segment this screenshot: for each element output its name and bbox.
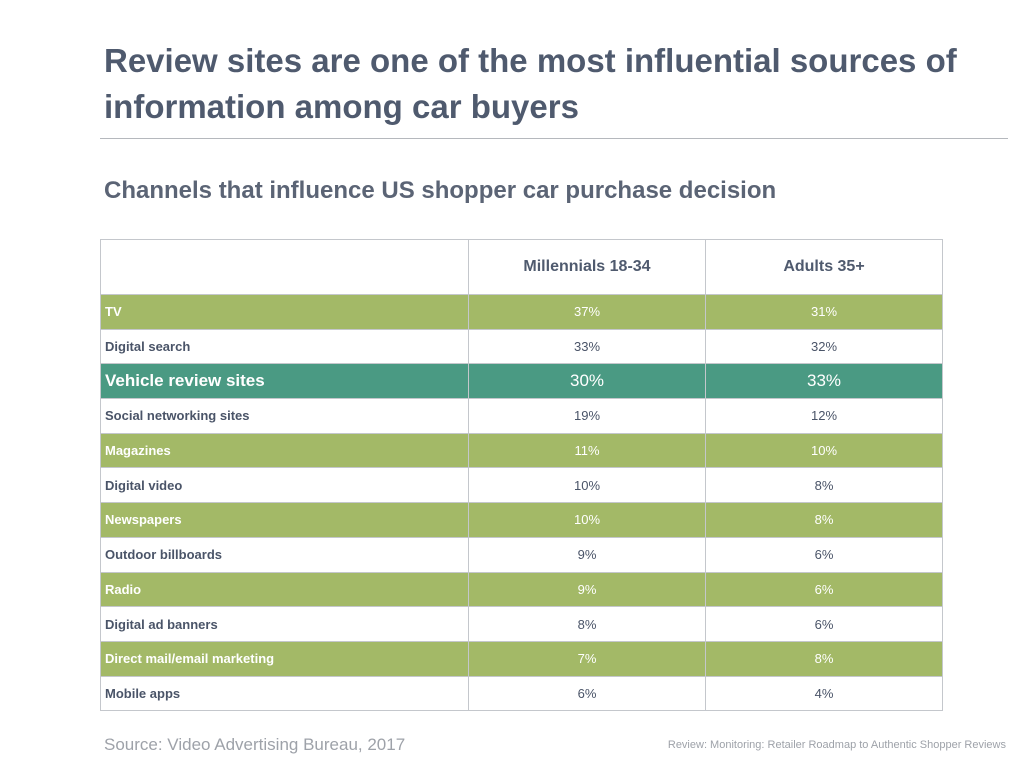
adults-value: 10% (705, 432, 943, 469)
millennials-value: 37% (468, 294, 706, 330)
channel-label: Newspapers (100, 502, 469, 538)
millennials-value: 10% (468, 467, 706, 504)
channel-label: Mobile apps (100, 675, 469, 712)
title-divider (100, 138, 1008, 139)
table-row: Radio 9% 6% (100, 571, 943, 608)
table-row: Newspapers 10% 8% (100, 502, 943, 538)
table-header-row: Millennials 18-34 Adults 35+ (100, 239, 943, 295)
footer-reference: Review: Monitoring: Retailer Roadmap to … (667, 739, 1006, 751)
channel-label: Magazines (100, 432, 469, 469)
channel-label: Digital search (100, 328, 469, 365)
millennials-value: 6% (468, 675, 706, 712)
channel-label: Direct mail/email marketing (100, 640, 469, 677)
adults-value: 33% (705, 363, 943, 400)
table-row: Magazines 11% 10% (100, 432, 943, 469)
table-row: Mobile apps 6% 4% (100, 675, 943, 712)
millennials-value: 8% (468, 606, 706, 642)
table-row: Direct mail/email marketing 7% 8% (100, 640, 943, 677)
table-row: TV 37% 31% (100, 294, 943, 330)
table-row: Outdoor billboards 9% 6% (100, 536, 943, 573)
adults-value: 6% (705, 536, 943, 573)
adults-value: 8% (705, 502, 943, 538)
table-row: Digital ad banners 8% 6% (100, 606, 943, 642)
page-title: Review sites are one of the most influen… (104, 42, 957, 125)
channel-label: Social networking sites (100, 398, 469, 434)
millennials-value: 30% (468, 363, 706, 400)
adults-value: 8% (705, 467, 943, 504)
millennials-value: 7% (468, 640, 706, 677)
millennials-value: 11% (468, 432, 706, 469)
column-header-adults: Adults 35+ (705, 239, 943, 295)
adults-value: 8% (705, 640, 943, 677)
table-row: Social networking sites 19% 12% (100, 398, 943, 434)
table-row: Digital search 33% 32% (100, 328, 943, 365)
channel-label: Digital video (100, 467, 469, 504)
table-body: TV 37% 31% Digital search 33% 32% Vehicle revi… (100, 294, 943, 712)
adults-value: 12% (705, 398, 943, 434)
channel-label: Radio (100, 571, 469, 608)
table-row: Digital video 10% 8% (100, 467, 943, 504)
chart-title: Channels that influence US shopper car p… (104, 177, 777, 204)
source-note: Source: Video Advertising Bureau, 2017 (104, 735, 406, 754)
millennials-value: 10% (468, 502, 706, 538)
column-header-millennials: Millennials 18-34 (468, 239, 706, 295)
channel-label: Vehicle review sites (100, 363, 469, 400)
millennials-value: 33% (468, 328, 706, 365)
table-row: Vehicle review sites 30% 33% (100, 363, 943, 400)
millennials-value: 19% (468, 398, 706, 434)
column-header-channel (100, 239, 469, 295)
channel-label: TV (100, 294, 469, 330)
adults-value: 6% (705, 571, 943, 608)
adults-value: 6% (705, 606, 943, 642)
adults-value: 31% (705, 294, 943, 330)
channels-table: Millennials 18-34 Adults 35+ TV 37% 31% Dig… (100, 239, 943, 712)
channel-label: Digital ad banners (100, 606, 469, 642)
millennials-value: 9% (468, 536, 706, 573)
millennials-value: 9% (468, 571, 706, 608)
adults-value: 32% (705, 328, 943, 365)
adults-value: 4% (705, 675, 943, 712)
channel-label: Outdoor billboards (100, 536, 469, 573)
